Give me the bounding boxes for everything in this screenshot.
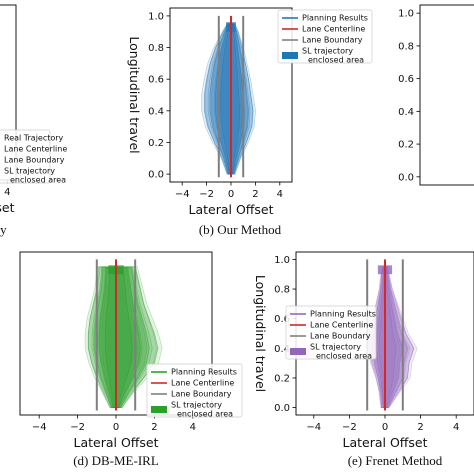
y-tick-label-2: 0.4 xyxy=(274,344,290,355)
axes-frame xyxy=(0,4,17,181)
panel-caption: (e) Frenet Method xyxy=(348,453,443,468)
x-tick-label-1: −2 xyxy=(70,422,85,433)
plot-area xyxy=(84,259,163,411)
legend-label-1: Lane Centerline xyxy=(310,321,373,330)
legend-label-3: SL trajectory enclosed area xyxy=(4,167,66,185)
y-tick-label-4: 0.8 xyxy=(398,41,414,52)
x-axis-label: Lateral Offset xyxy=(73,435,158,450)
x-tick-label-0: −4 xyxy=(306,422,321,433)
trajectory-area-2 xyxy=(101,266,138,408)
x-tick-label-0: 4 xyxy=(4,187,10,198)
panel-caption: ory xyxy=(0,222,7,237)
x-tick-label-1: −2 xyxy=(199,189,214,200)
y-tick-label-4: 0.8 xyxy=(274,285,290,296)
y-tick-label-1: 0.2 xyxy=(398,140,414,151)
x-tick-label-0: −4 xyxy=(175,189,190,200)
y-tick-label-5: 1.0 xyxy=(398,9,414,20)
y-axis-label: Longitudinal travel xyxy=(127,36,142,153)
legend-label-3: SL trajectory enclosed area xyxy=(171,401,233,419)
x-tick-label-3: 2 xyxy=(151,422,157,433)
legend-label-0: Planning Results xyxy=(302,14,368,23)
legend-label-1: Lane Centerline xyxy=(4,145,67,154)
x-tick-label-3: 2 xyxy=(417,422,423,433)
legend-frame xyxy=(285,305,377,360)
trajectory-area-3 xyxy=(98,266,141,408)
plot-area xyxy=(366,259,418,411)
y-tick-label-1: 0.2 xyxy=(148,138,164,149)
x-tick-label-2: 0 xyxy=(382,422,388,433)
y-axis-label: Longitudinal travel xyxy=(253,275,268,392)
trajectory-area-5 xyxy=(98,266,143,408)
legend: Planning Results Lane Centerline Lane Boun… xyxy=(277,9,373,65)
panel-caption: (d) DB-ME-IRL xyxy=(73,453,159,468)
y-tick-label-1: 0.2 xyxy=(274,373,290,384)
y-tick-label-5: 1.0 xyxy=(148,11,164,22)
y-tick-label-3: 0.6 xyxy=(398,74,414,85)
x-axis-label: Lateral Offset xyxy=(0,200,15,215)
x-axis-label: Lateral Offset xyxy=(342,435,427,450)
y-tick-label-5: 1.0 xyxy=(274,255,290,266)
legend: Planning Results Lane Centerline Lane Boun… xyxy=(285,305,377,361)
x-tick-label-3: 2 xyxy=(252,189,258,200)
y-tick-label-3: 0.6 xyxy=(148,75,164,86)
legend-swatch-3 xyxy=(290,348,306,355)
legend-label-3: SL trajectory enclosed area xyxy=(310,343,372,361)
x-tick-label-2: 0 xyxy=(113,422,119,433)
legend-frame xyxy=(146,363,243,418)
legend-label-2: Lane Boundary xyxy=(302,36,363,45)
panel-e: −4 −2 0 2 4 0.0 0.2 0.4 0.6 0.8 1.0 Lateral Offset L… xyxy=(253,251,474,468)
legend-label-2: Lane Boundary xyxy=(310,332,371,341)
legend-label-1: Lane Centerline xyxy=(302,25,365,34)
y-tick-label-2: 0.4 xyxy=(148,106,164,117)
x-axis-label: Lateral Offset xyxy=(188,202,273,217)
y-tick-label-2: 0.4 xyxy=(398,107,414,118)
legend-label-2: Lane Boundary xyxy=(171,390,232,399)
legend-label-0: Planning Results xyxy=(310,310,376,319)
legend-label-0: Real Trajectory xyxy=(4,134,64,143)
legend-label-2: Lane Boundary xyxy=(4,156,65,165)
axes-frame xyxy=(419,4,474,186)
y-tick-label-0: 0.0 xyxy=(148,170,164,181)
y-tick-label-0: 0.0 xyxy=(274,403,290,414)
legend: Planning Results Lane Centerline Lane Boun… xyxy=(146,363,243,419)
panel-caption: (b) Our Method xyxy=(199,222,282,237)
panel-b: −4 −2 0 2 4 0.0 0.2 0.4 0.6 0.8 1.0 Lateral Offset L… xyxy=(127,7,373,237)
trajectory-area-9 xyxy=(91,266,153,408)
trajectory-area-4 xyxy=(99,266,141,408)
legend-label-0: Planning Results xyxy=(171,368,237,377)
trajectory-area-13 xyxy=(201,23,256,175)
legend-swatch-3 xyxy=(151,406,167,413)
x-tick-label-4: 4 xyxy=(277,189,283,200)
x-tick-label-0: −4 xyxy=(32,422,47,433)
x-tick-label-4: 4 xyxy=(190,422,196,433)
legend: Real Trajectory Lane Centerline Lane Bound… xyxy=(0,129,67,185)
plot-area xyxy=(201,15,256,178)
legend-label-3: SL trajectory enclosed area xyxy=(302,47,364,65)
panel-a: 4 Lateral Offset ory Real Trajectory Lane Ce… xyxy=(0,4,67,237)
y-tick-label-3: 0.6 xyxy=(274,314,290,325)
x-tick-label-2: 0 xyxy=(228,189,234,200)
panel-d: −4 −2 0 2 4 Lateral Offset (d) DB-ME-IRL Planni… xyxy=(19,251,243,468)
y-tick-label-0: 0.0 xyxy=(398,172,414,183)
panel-c: 0.0 0.2 0.4 0.6 0.8 1.0 xyxy=(398,4,474,186)
legend-label-1: Lane Centerline xyxy=(171,379,234,388)
legend-frame xyxy=(277,9,373,64)
legend-frame xyxy=(0,129,51,184)
legend-swatch-3 xyxy=(282,52,298,59)
x-tick-label-1: −2 xyxy=(342,422,357,433)
y-tick-label-4: 0.8 xyxy=(148,43,164,54)
x-tick-label-4: 4 xyxy=(453,422,459,433)
